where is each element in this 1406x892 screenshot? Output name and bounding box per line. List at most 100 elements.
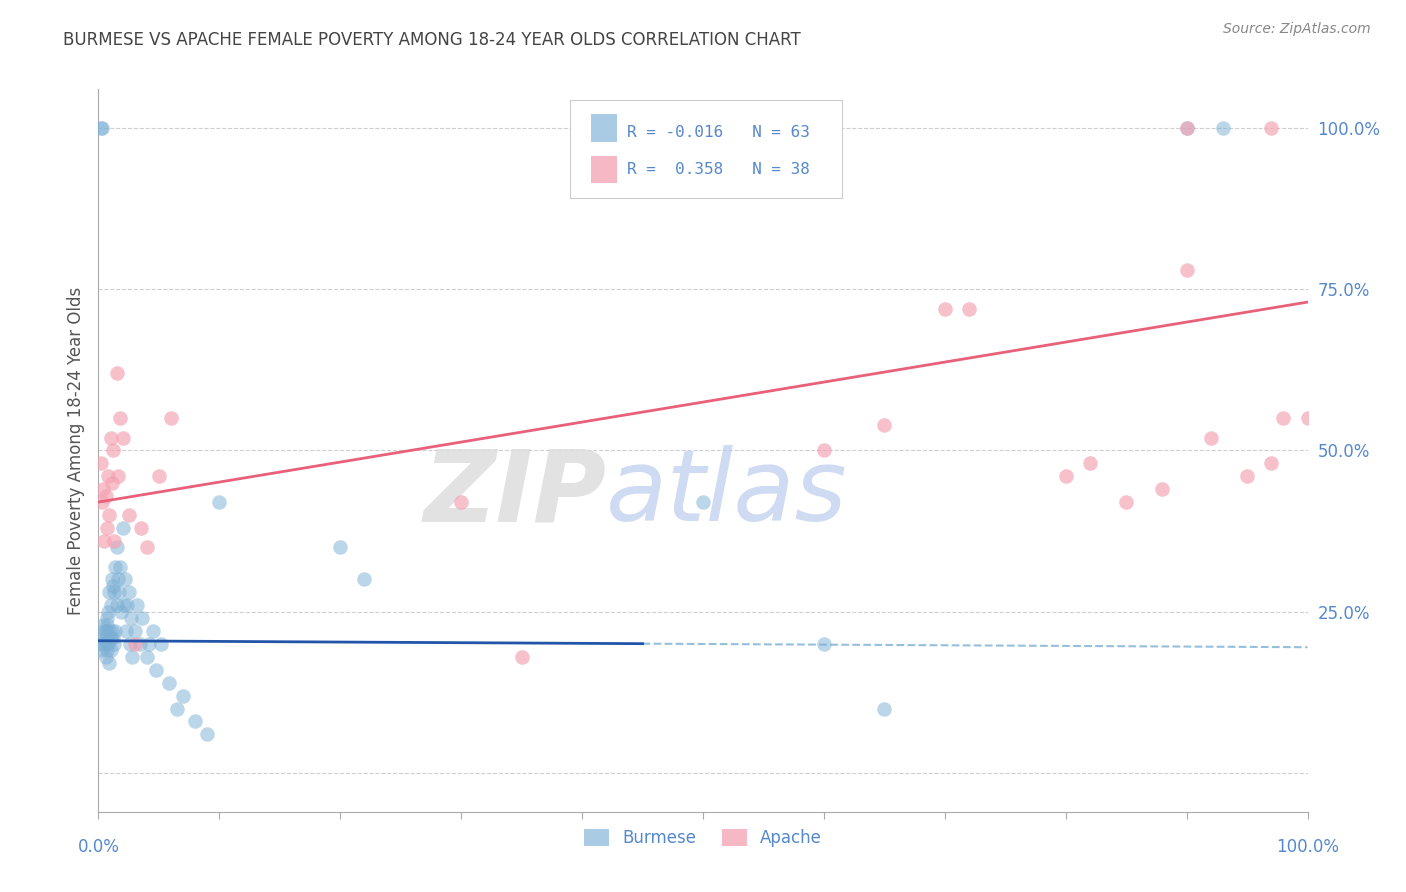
Point <box>94 631 117 645</box>
Point <box>150 637 173 651</box>
Point <box>101 579 124 593</box>
Point <box>1296 411 1319 425</box>
Point <box>93 533 115 548</box>
Point <box>148 469 170 483</box>
Point <box>813 637 835 651</box>
Point <box>1054 469 1077 483</box>
Point <box>104 624 127 639</box>
Point <box>172 689 194 703</box>
Point <box>873 417 896 432</box>
Point <box>98 508 121 522</box>
Point <box>97 605 120 619</box>
Point <box>98 585 121 599</box>
Point <box>1175 262 1198 277</box>
Point <box>128 637 150 651</box>
Point <box>111 521 134 535</box>
Point <box>1260 120 1282 135</box>
Point <box>94 649 117 664</box>
Point <box>97 637 120 651</box>
Point <box>91 631 114 645</box>
Point <box>510 649 533 664</box>
Point <box>103 637 125 651</box>
Point <box>934 301 956 316</box>
Point <box>957 301 980 316</box>
Point <box>208 495 231 509</box>
Legend: Burmese, Apache: Burmese, Apache <box>578 822 828 854</box>
Text: atlas: atlas <box>606 445 848 542</box>
Point <box>117 599 139 613</box>
Point <box>91 495 114 509</box>
Point <box>120 611 142 625</box>
Point <box>124 637 146 651</box>
Point <box>105 366 128 380</box>
Point <box>124 624 146 639</box>
Point <box>184 714 207 729</box>
Point <box>103 585 125 599</box>
Point <box>118 508 141 522</box>
Text: R = -0.016   N = 63: R = -0.016 N = 63 <box>627 125 810 140</box>
Point <box>138 637 160 651</box>
Point <box>100 599 122 613</box>
Point <box>97 469 120 483</box>
Point <box>105 540 128 554</box>
Point <box>100 624 122 639</box>
Point <box>96 617 118 632</box>
Point <box>90 637 112 651</box>
Point <box>1199 431 1222 445</box>
Text: ZIP: ZIP <box>423 445 606 542</box>
Point <box>96 521 118 535</box>
Point <box>111 431 134 445</box>
Point <box>118 585 141 599</box>
Point <box>157 675 180 690</box>
Point <box>329 540 352 554</box>
Point <box>105 599 128 613</box>
Point <box>98 657 121 671</box>
Point <box>1115 495 1137 509</box>
Point <box>100 631 122 645</box>
Text: 0.0%: 0.0% <box>77 838 120 855</box>
Point <box>108 559 131 574</box>
Point <box>100 475 122 490</box>
Point <box>91 643 114 657</box>
Point <box>1152 482 1174 496</box>
Point <box>127 599 149 613</box>
Point <box>129 521 152 535</box>
Point <box>100 573 122 587</box>
Point <box>94 624 117 639</box>
Y-axis label: Female Poverty Among 18-24 Year Olds: Female Poverty Among 18-24 Year Olds <box>66 286 84 615</box>
Point <box>121 649 143 664</box>
Point <box>100 431 122 445</box>
Text: BURMESE VS APACHE FEMALE POVERTY AMONG 18-24 YEAR OLDS CORRELATION CHART: BURMESE VS APACHE FEMALE POVERTY AMONG 1… <box>63 31 801 49</box>
Point <box>110 605 132 619</box>
Point <box>115 624 138 639</box>
Point <box>195 727 218 741</box>
Point <box>98 624 121 639</box>
Point <box>1212 120 1234 135</box>
Point <box>96 611 118 625</box>
Point <box>1175 120 1198 135</box>
Point <box>112 599 135 613</box>
Point <box>100 643 122 657</box>
Point <box>90 120 112 135</box>
Point <box>108 411 131 425</box>
Point <box>1272 411 1295 425</box>
Point <box>1236 469 1258 483</box>
FancyBboxPatch shape <box>591 114 617 142</box>
Point <box>91 120 114 135</box>
Text: Source: ZipAtlas.com: Source: ZipAtlas.com <box>1223 22 1371 37</box>
Point <box>93 624 115 639</box>
FancyBboxPatch shape <box>591 156 617 183</box>
Point <box>103 533 125 548</box>
Point <box>353 573 375 587</box>
Point <box>1078 456 1101 470</box>
Point <box>101 631 124 645</box>
Point <box>131 611 153 625</box>
Point <box>145 663 167 677</box>
Point <box>692 495 714 509</box>
Point <box>160 411 183 425</box>
Point <box>873 701 896 715</box>
Point <box>101 443 124 458</box>
Text: 100.0%: 100.0% <box>1277 838 1339 855</box>
FancyBboxPatch shape <box>569 100 842 198</box>
Point <box>104 559 127 574</box>
